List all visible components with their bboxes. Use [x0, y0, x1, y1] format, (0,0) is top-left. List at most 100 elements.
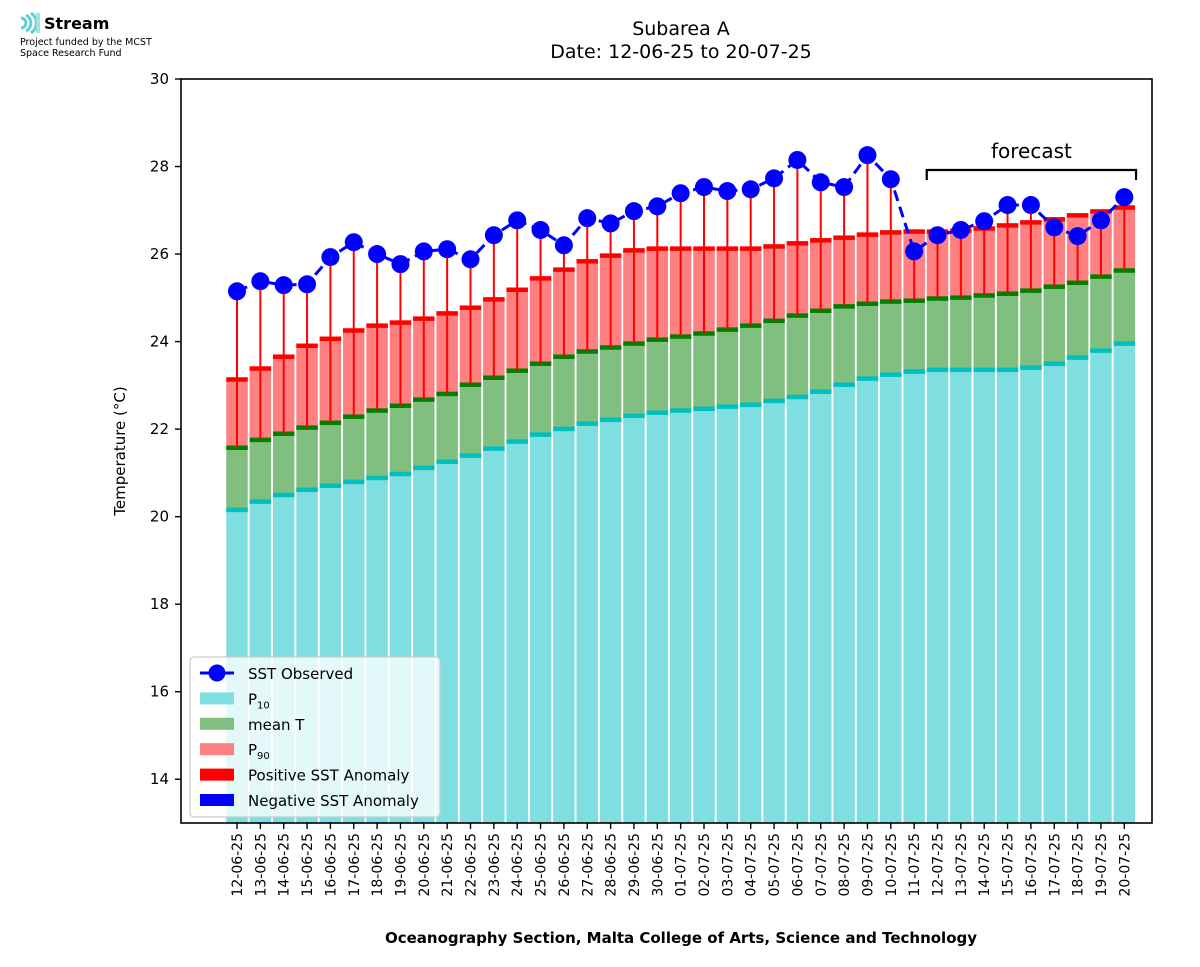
- legend-label: P10: [248, 690, 270, 711]
- observed-point: [928, 226, 947, 245]
- bar-mean: [903, 300, 925, 372]
- bar-p10: [1066, 357, 1089, 823]
- observed-point: [368, 245, 387, 264]
- x-tick-label: 23-06-25: [487, 833, 503, 897]
- chart-title-block: Subarea A Date: 12-06-25 to 20-07-25: [0, 18, 1200, 64]
- x-tick-label: 29-06-25: [627, 833, 643, 897]
- wave-signal-icon: [20, 12, 40, 34]
- bar-mean-cap: [996, 291, 1019, 296]
- bar-p10-cap: [926, 367, 949, 373]
- observed-point: [671, 184, 690, 203]
- observed-point: [484, 226, 503, 245]
- bar-p10-cap: [786, 394, 809, 400]
- observed-point: [881, 170, 900, 189]
- observed-point: [601, 214, 620, 233]
- bar-mean-cap: [880, 299, 902, 304]
- bar-mean-cap: [669, 334, 692, 339]
- bar-p10-cap: [973, 367, 995, 373]
- bar-p90-cap: [1066, 213, 1089, 218]
- legend-label-text: mean T: [248, 716, 305, 734]
- bar-p10-cap: [599, 417, 622, 422]
- bar-p10: [599, 419, 622, 823]
- y-axis: 14 16 18 20 22 24 26 28 30: [150, 70, 181, 788]
- observed-point: [438, 240, 457, 259]
- bar-p10-cap: [249, 499, 272, 504]
- bar-mean-cap: [716, 327, 739, 332]
- x-tick-label: 17-07-25: [1047, 833, 1063, 897]
- bar-p10: [950, 369, 972, 823]
- bar-mean: [1043, 286, 1065, 364]
- bar-mean-cap: [973, 293, 995, 298]
- bar-p10-cap: [950, 367, 972, 373]
- bar-mean-cap: [903, 298, 925, 303]
- observed-point: [741, 180, 760, 199]
- bar-mean-cap: [810, 308, 832, 314]
- bar-p10: [1113, 343, 1136, 823]
- bar-p10: [903, 371, 925, 823]
- observed-point: [461, 250, 480, 269]
- observed-point: [998, 196, 1017, 215]
- bar-p10-cap: [459, 453, 482, 458]
- bar-mean: [1020, 290, 1042, 368]
- bar-mean: [483, 377, 505, 449]
- bar-mean: [693, 333, 715, 409]
- bar-mean: [436, 393, 458, 462]
- x-tick-label: 07-07-25: [814, 833, 830, 897]
- x-tick-label: 19-06-25: [393, 833, 409, 897]
- observed-point: [1021, 196, 1040, 215]
- x-tick-label: 13-06-25: [253, 833, 269, 897]
- bar-mean-cap: [1090, 274, 1112, 279]
- bar-p90-cap: [903, 229, 925, 234]
- bar-p10-cap: [833, 382, 855, 387]
- x-tick-label: 27-06-25: [580, 833, 596, 897]
- legend-label-subscript: 10: [257, 700, 270, 711]
- legend-label: Negative SST Anomaly: [248, 792, 419, 810]
- bar-p10-cap: [880, 372, 902, 377]
- forecast-bracket: [925, 168, 1138, 180]
- bar-p10-cap: [856, 376, 879, 381]
- bar-p10-cap: [669, 408, 692, 413]
- bar-mean: [716, 329, 739, 407]
- bar-mean: [249, 439, 272, 502]
- x-tick-label: 06-07-25: [790, 833, 806, 897]
- bar-mean: [1090, 276, 1112, 351]
- logo-line-2: Space Research Fund: [20, 48, 122, 59]
- plot-frame: [180, 78, 1153, 824]
- legend-label: Positive SST Anomaly: [248, 767, 409, 785]
- bar-p10-cap: [436, 459, 458, 465]
- legend-patch-swatch: [200, 692, 234, 705]
- y-tick-label: 14: [150, 770, 169, 788]
- bar-mean-cap: [599, 345, 622, 350]
- x-tick-label: 15-07-25: [1001, 833, 1017, 897]
- bar-mean-cap: [1043, 284, 1065, 289]
- bar-p10-cap: [810, 389, 832, 394]
- bar-p10-cap: [343, 479, 365, 485]
- x-tick-label: 03-07-25: [720, 833, 736, 897]
- x-tick-label: 16-06-25: [323, 833, 339, 897]
- forecast-annotation: forecast: [925, 139, 1138, 180]
- observed-point: [414, 242, 433, 261]
- legend-label-subscript: 90: [257, 751, 270, 762]
- bar-p10-cap: [693, 406, 715, 412]
- bar-p10-cap: [413, 465, 435, 471]
- bar-mean-cap: [646, 337, 669, 342]
- x-tick-label: 05-07-25: [767, 833, 783, 897]
- x-tick-label: 09-07-25: [860, 833, 876, 897]
- bar-mean: [973, 295, 995, 370]
- legend-label: SST Observed: [248, 665, 353, 683]
- observed-point: [1115, 188, 1134, 207]
- observed-point: [975, 212, 994, 231]
- x-tick-label: 15-06-25: [300, 833, 316, 897]
- forecast-label: forecast: [991, 139, 1072, 163]
- bar-mean: [553, 356, 575, 429]
- bar-p10: [529, 434, 552, 823]
- bar-mean-cap: [389, 403, 412, 408]
- x-tick-label: 28-06-25: [604, 833, 620, 897]
- bar-p10: [436, 461, 458, 823]
- x-tick-label: 11-07-25: [907, 833, 923, 897]
- bar-p10: [880, 374, 902, 823]
- observed-point: [228, 282, 246, 301]
- bar-mean: [996, 293, 1019, 370]
- bar-p10: [1020, 367, 1042, 823]
- observed-point: [554, 236, 573, 255]
